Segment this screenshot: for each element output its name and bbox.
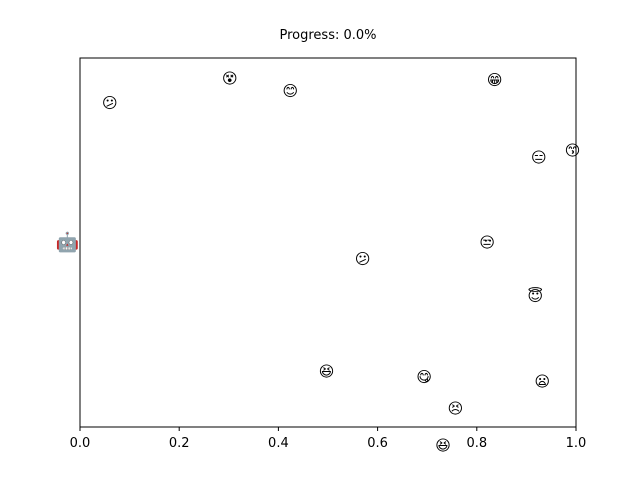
x-axis: 0.0 0.2 0.4 0.6 0.8 1.0 (70, 427, 587, 451)
x-tick-label: 0.8 (466, 436, 487, 451)
confused-face-icon: 😕 (355, 250, 371, 268)
grinning-face-icon: 😆 (319, 363, 335, 381)
yum-face-icon: 😋 (416, 368, 432, 386)
smiling-face-icon: 😊 (282, 82, 298, 100)
expressionless-face-icon: 😑 (531, 149, 547, 167)
x-tick-label: 1.0 (566, 436, 587, 451)
x-tick-label: 0.2 (169, 436, 190, 451)
kissing-face-icon: 😙 (565, 141, 581, 159)
x-tick-label: 0.0 (70, 436, 91, 451)
plot-area-frame (79, 57, 577, 428)
persevering-face-icon: 😣 (448, 400, 464, 418)
robot-face-icon: 🤖 (56, 231, 80, 254)
chart-title: Progress: 0.0% (279, 28, 376, 43)
data-points: 😕 😵 😊 😁 😑 😙 🤖 😒 😕 😇 😆 😋 😦 😣 😆 (56, 69, 581, 454)
unamused-face-icon: 😒 (479, 234, 495, 252)
x-tick-label: 0.6 (367, 436, 388, 451)
halo-face-icon: 😇 (528, 287, 544, 305)
dizzy-face-icon: 😵 (222, 69, 238, 87)
confused-face-icon: 😕 (102, 94, 118, 112)
grinning-face-icon: 😁 (487, 71, 503, 89)
x-tick-label: 0.4 (268, 436, 289, 451)
open-mouth-face-icon: 😦 (534, 373, 550, 391)
laughing-face-icon: 😆 (435, 436, 451, 454)
